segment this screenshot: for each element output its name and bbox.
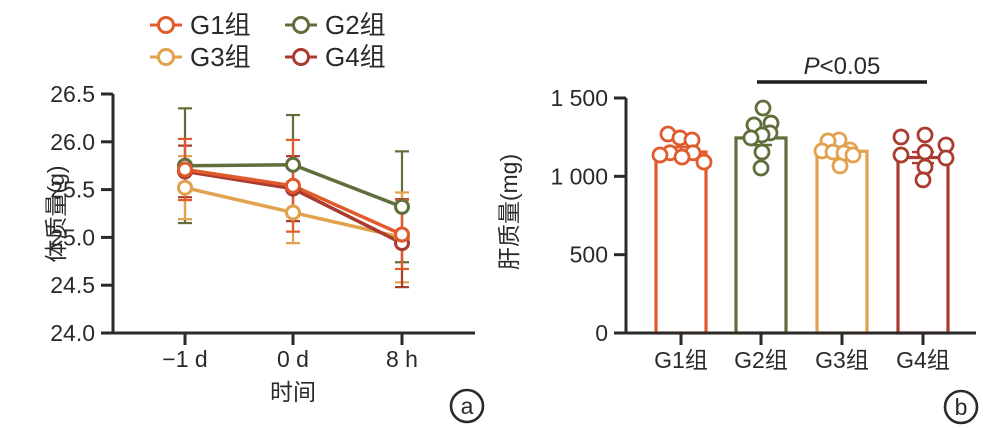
- panel-b-plot: 1 500 1 000 500 0 G1组 G2组 G3组 G4组 P<0.05: [550, 53, 976, 373]
- data-point: [753, 143, 771, 161]
- legend-label: G4组: [325, 42, 386, 72]
- series-marker-G2组: [285, 156, 301, 173]
- data-point: [831, 157, 849, 175]
- panel-a-badge: a: [449, 388, 485, 424]
- a-y-tick-label: 26.5: [50, 81, 95, 107]
- series-marker-G3组: [177, 179, 193, 196]
- legend-item-G4组: G4组: [285, 42, 386, 72]
- significance-bracket: P<0.05: [757, 53, 927, 84]
- b-y-tick-label: 1 000: [550, 163, 608, 189]
- a-x-tick-label: 0 d: [277, 346, 309, 372]
- b-x-tick-label: G3组: [815, 347, 869, 373]
- panel-a-line-chart: G1组 G2组 G3组 G4组 26.5 26.0 25.5 25.0 24.5 24.0 −1 d…: [43, 10, 485, 424]
- legend-label: G3组: [190, 42, 251, 72]
- a-yaxis-title: 体质量(g): [43, 165, 69, 262]
- legend-marker-circle: [292, 48, 310, 66]
- bar-G3组: [815, 149, 869, 335]
- a-x-tick-label: −1 d: [162, 346, 207, 372]
- data-point: [892, 128, 910, 146]
- series-marker-G1组: [177, 161, 193, 178]
- b-badge-circle: [943, 389, 979, 425]
- legend-marker-circle: [157, 48, 175, 66]
- b-y-tick-label: 0: [595, 320, 608, 346]
- b-y-tick-label: 1 500: [550, 85, 608, 111]
- scatter-G4组: [892, 126, 955, 189]
- a-xaxis-title: 时间: [270, 379, 316, 405]
- scatter-G3组: [813, 131, 862, 175]
- bar-G1组: [654, 150, 708, 335]
- b-x-tick-label: G4组: [896, 347, 950, 373]
- legend-item-G2组: G2组: [285, 10, 386, 40]
- b-x-tick-label: G1组: [654, 347, 708, 373]
- a-x-tick-label: 8 h: [386, 346, 418, 372]
- data-point: [695, 153, 713, 171]
- legend-marker-circle: [157, 16, 175, 34]
- a-y-tick-label: 26.0: [50, 129, 95, 155]
- panel-a-plot: G1组 G2组 G3组 G4组 26.5 26.0 25.5 25.0 24.5 24.0 −1 d…: [50, 10, 475, 372]
- legend-item-G1组: G1组: [150, 10, 251, 40]
- a-badge-letter: a: [461, 393, 474, 419]
- legend-label: G1组: [190, 10, 251, 40]
- data-point: [916, 143, 934, 161]
- b-x-tick-label: G2组: [734, 347, 788, 373]
- significance-label: P<0.05: [804, 53, 881, 80]
- scatter-G1组: [651, 125, 713, 171]
- legend-label: G2组: [325, 10, 386, 40]
- data-point: [892, 146, 910, 164]
- scatter-G2组: [742, 99, 780, 177]
- data-point: [844, 146, 862, 164]
- data-point: [937, 149, 955, 167]
- a-y-tick-label: 24.0: [50, 320, 95, 346]
- panel-b-bar-chart: 1 500 1 000 500 0 G1组 G2组 G3组 G4组 P<0.05 肝质量(mg)…: [496, 53, 979, 425]
- data-point: [673, 148, 691, 166]
- series-marker-G1组: [394, 226, 410, 243]
- b-badge-letter: b: [955, 394, 968, 420]
- a-y-tick-label: 24.5: [50, 272, 95, 298]
- legend-item-G3组: G3组: [150, 42, 251, 72]
- a-badge-circle: [449, 388, 485, 424]
- data-point: [752, 159, 770, 177]
- data-point: [742, 129, 760, 147]
- data-point: [916, 126, 934, 144]
- a-y-tick-label: 25.5: [50, 177, 95, 203]
- a-y-tick-label: 25.0: [50, 224, 95, 250]
- legend-marker-circle: [292, 16, 310, 34]
- b-yaxis-title: 肝质量(mg): [496, 154, 522, 270]
- series-marker-G1组: [285, 177, 301, 194]
- series-marker-G2组: [394, 198, 410, 215]
- data-point: [651, 146, 669, 164]
- panel-b-badge: b: [943, 389, 979, 425]
- b-y-tick-label: 500: [570, 242, 608, 268]
- data-point: [754, 99, 772, 117]
- series-marker-G3组: [285, 204, 301, 221]
- data-point: [914, 171, 932, 189]
